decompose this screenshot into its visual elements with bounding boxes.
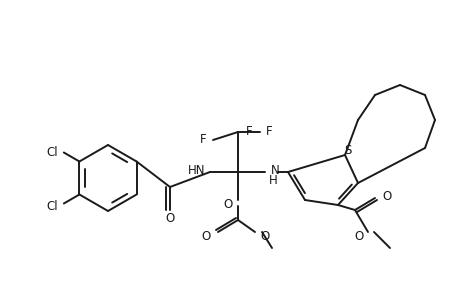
Text: O: O	[259, 230, 269, 244]
Text: N: N	[270, 164, 279, 176]
Text: H: H	[269, 173, 277, 187]
Text: S: S	[344, 143, 351, 157]
Text: O: O	[202, 230, 211, 244]
Text: O: O	[354, 230, 363, 244]
Text: Cl: Cl	[46, 146, 58, 159]
Text: O: O	[165, 212, 174, 226]
Text: F: F	[246, 124, 252, 137]
Text: Cl: Cl	[46, 200, 58, 213]
Text: F: F	[200, 133, 207, 146]
Text: O: O	[381, 190, 391, 203]
Text: O: O	[223, 199, 233, 212]
Text: HN: HN	[187, 164, 205, 176]
Text: F: F	[265, 124, 272, 137]
